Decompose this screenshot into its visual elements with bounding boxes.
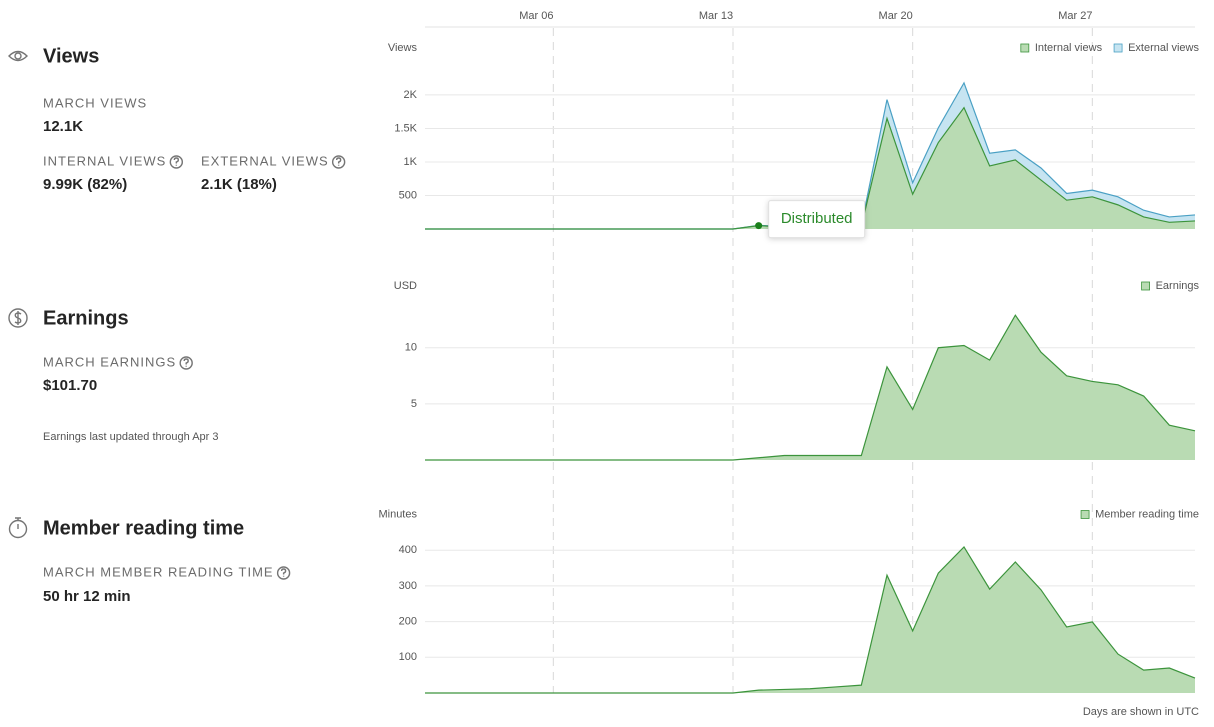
stat-value: 9.99K (82%) — [43, 176, 127, 193]
y-tick-label: 1K — [404, 156, 418, 168]
y-axis-label: Views — [388, 42, 418, 54]
annotation-text: Distributed — [781, 210, 853, 227]
y-tick-label: 1.5K — [394, 122, 417, 134]
help-circle — [179, 356, 193, 370]
y-tick-label: 10 — [405, 342, 417, 354]
area-line — [425, 314, 1196, 461]
help-mark — [280, 568, 287, 577]
y-tick-label: 2K — [404, 89, 418, 101]
legend-swatch — [1141, 281, 1150, 291]
stat-label: MARCH MEMBER READING TIME — [43, 564, 274, 579]
annotation-dot — [755, 222, 763, 230]
tooltip-box — [768, 200, 866, 239]
help-icon — [179, 356, 193, 370]
stat-value: 2.1K (18%) — [201, 176, 277, 193]
area-fill — [425, 315, 1195, 460]
section-title: Views — [43, 45, 99, 67]
stat-value: 12.1K — [43, 118, 83, 135]
help-circle — [331, 155, 346, 169]
help-circle — [169, 155, 184, 169]
y-tick-label: 500 — [399, 189, 417, 201]
y-tick-label: 400 — [399, 544, 417, 556]
y-tick-label: 5 — [411, 398, 417, 410]
x-tick-label: Mar 20 — [879, 10, 913, 22]
area-fill — [425, 107, 1195, 229]
y-tick-label: 300 — [399, 580, 417, 592]
y-tick-label: 100 — [399, 651, 417, 663]
x-tick-label: Mar 27 — [1058, 10, 1092, 22]
views-icon — [8, 50, 28, 62]
y-axis-label: Minutes — [378, 508, 417, 520]
help-icon — [331, 155, 346, 169]
stat-value: 50 hr 12 min — [43, 588, 131, 605]
x-tick-label: Mar 13 — [699, 10, 733, 22]
legend-label: Internal views — [1035, 42, 1103, 54]
legend-label: Member reading time — [1095, 508, 1199, 520]
legend-label: Earnings — [1156, 280, 1200, 292]
area-line — [425, 546, 1196, 694]
area-fill — [425, 546, 1195, 693]
stat-label: MARCH VIEWS — [43, 95, 147, 110]
legend-label: External views — [1128, 42, 1199, 54]
section-title: Earnings — [43, 307, 129, 329]
help-icon — [169, 155, 184, 169]
legend-swatch — [1080, 510, 1090, 519]
help-circle — [276, 566, 291, 580]
help-icon — [276, 566, 291, 580]
reading-time-icon — [8, 517, 28, 539]
x-tick-label: Mar 06 — [519, 10, 553, 22]
section-title: Member reading time — [43, 517, 244, 539]
earnings-icon — [8, 308, 28, 328]
legend-swatch — [1113, 43, 1123, 53]
help-mark — [173, 157, 180, 166]
legend-swatch — [1020, 43, 1030, 53]
y-tick-label: 200 — [399, 616, 417, 628]
footnote: Days are shown in UTC — [1083, 706, 1199, 718]
help-mark — [183, 358, 189, 367]
note: Earnings last updated through Apr 3 — [43, 431, 219, 443]
y-axis-label: USD — [394, 280, 417, 292]
stat-label: MARCH EARNINGS — [43, 354, 176, 369]
stat-label: EXTERNAL VIEWS — [201, 153, 329, 168]
stat-label: INTERNAL VIEWS — [43, 153, 166, 168]
stat-value: $101.70 — [43, 377, 97, 394]
help-mark — [335, 157, 342, 166]
